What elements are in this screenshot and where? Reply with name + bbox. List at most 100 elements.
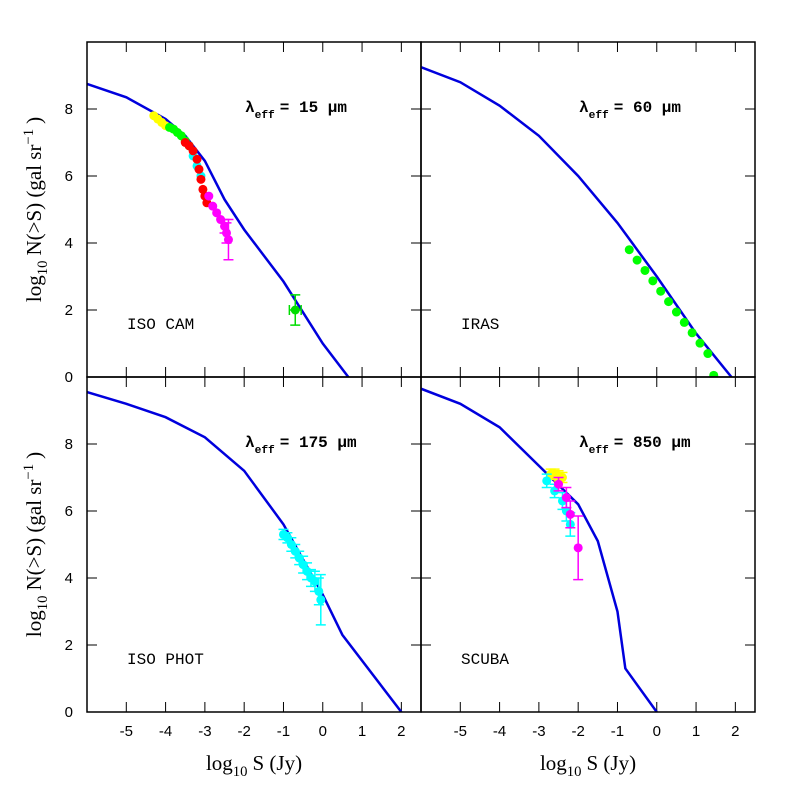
instrument-label: IRAS	[461, 316, 499, 334]
model-curve	[87, 390, 403, 712]
data-point	[316, 595, 326, 605]
wavelength-label-part: = 850 μm	[614, 434, 691, 452]
y-tick-label: 6	[65, 503, 73, 520]
data-point	[624, 245, 634, 255]
wavelength-label-part: λ	[579, 434, 589, 452]
plot-area	[87, 82, 350, 377]
x-tick-label: -3	[198, 723, 211, 740]
data-point	[632, 255, 642, 265]
wavelength-label-part: λ	[245, 99, 255, 117]
wavelength-label: λeff = 175 μm	[245, 434, 357, 457]
data-point	[204, 191, 214, 201]
data-point	[679, 317, 689, 327]
panel: λeff = 60 μm IRAS	[420, 41, 756, 378]
data-point	[223, 235, 233, 245]
x-tick-label: 1	[692, 723, 700, 740]
x-tick-label: -3	[532, 723, 545, 740]
wavelength-label-part: λ	[579, 99, 589, 117]
y-axis-label-part: N(>S) (gal sr	[22, 145, 46, 256]
panel: -5 -4 -3 -2 -1 0 1 2 0 2 4 6 8 λeff = 175 μm ISO PHOT lo…	[21, 376, 422, 780]
x-tick-label: -5	[454, 723, 467, 740]
x-tick-label: -5	[120, 723, 133, 740]
model-curve	[87, 82, 350, 377]
data-point	[542, 476, 552, 486]
y-axis-label: log10 N(>S) (gal sr−1)	[21, 452, 51, 637]
y-axis-label-part: 10	[35, 596, 51, 611]
y-tick-label: 6	[65, 168, 73, 185]
instrument-label: ISO CAM	[127, 316, 194, 334]
x-tick-label: -4	[493, 723, 506, 740]
data-point	[208, 201, 218, 211]
data-point	[709, 370, 719, 377]
y-axis-label: log10 N(>S) (gal sr−1)	[21, 117, 51, 302]
x-tick-label: -2	[572, 723, 585, 740]
data-point	[664, 297, 674, 307]
data-point	[640, 265, 650, 275]
data-point	[192, 154, 202, 164]
y-axis-label-part: )	[22, 452, 46, 459]
wavelength-label: λeff = 15 μm	[245, 99, 347, 122]
x-axis-label-part: log	[206, 751, 233, 775]
data-point	[290, 305, 300, 315]
model-curve	[421, 65, 733, 377]
panel: -5 -4 -3 -2 -1 0 1 2 λeff = 850 μm SCUBA log10 S (Jy…	[420, 376, 756, 780]
wavelength-label-part: = 60 μm	[614, 99, 682, 117]
y-tick-label: 2	[65, 637, 73, 654]
x-tick-label: 1	[358, 723, 366, 740]
y-tick-label: 8	[65, 101, 73, 118]
data-point	[573, 543, 583, 553]
instrument-label: ISO PHOT	[127, 651, 204, 669]
data-point	[703, 349, 713, 359]
data-point	[194, 164, 204, 174]
data-point	[565, 509, 575, 519]
x-tick-label: -1	[611, 723, 624, 740]
wavelength-label-part: λ	[245, 434, 255, 452]
wavelength-label: λeff = 60 μm	[579, 99, 681, 122]
x-tick-label: 2	[397, 723, 405, 740]
x-axis-label-part: log	[540, 751, 567, 775]
data-point	[648, 276, 658, 286]
data-point	[212, 208, 222, 218]
data-point	[310, 576, 320, 586]
wavelength-label-part: = 175 μm	[280, 434, 357, 452]
panel: 0 2 4 6 8 λeff = 15 μm ISO CAM log10 N(>S) (gal s…	[21, 41, 422, 386]
y-axis-label-part: )	[22, 117, 46, 124]
wavelength-label-part: eff	[589, 445, 609, 457]
x-tick-label: -2	[238, 723, 251, 740]
data-point	[656, 286, 666, 296]
x-axis-label-part: S (Jy)	[252, 751, 302, 775]
y-tick-label: 4	[65, 235, 73, 252]
x-axis-label-part: 10	[233, 764, 248, 780]
y-axis-label-part: −1	[21, 129, 37, 145]
plot-area	[421, 65, 733, 377]
model-curve	[421, 387, 658, 712]
data-point	[314, 586, 324, 596]
x-tick-label: -1	[277, 723, 290, 740]
wavelength-label-part: eff	[255, 110, 275, 122]
instrument-label: SCUBA	[461, 651, 509, 669]
data-point	[554, 479, 564, 489]
panel-frame	[420, 376, 756, 713]
x-axis-label: log10 S (Jy)	[206, 751, 302, 780]
y-tick-label: 4	[65, 570, 73, 587]
x-tick-label: 0	[653, 723, 661, 740]
y-axis-label-part: −1	[21, 464, 37, 480]
data-point	[188, 146, 198, 156]
y-tick-label: 0	[65, 369, 73, 386]
x-tick-label: 0	[319, 723, 327, 740]
y-axis-label-part: 10	[35, 261, 51, 276]
wavelength-label-part: eff	[589, 110, 609, 122]
x-tick-label: 2	[731, 723, 739, 740]
data-point	[695, 338, 705, 348]
x-axis-label-part: 10	[567, 764, 582, 780]
wavelength-label-part: eff	[255, 445, 275, 457]
y-axis-label-part: log	[22, 610, 46, 637]
plot-area	[87, 390, 403, 712]
wavelength-label-part: = 15 μm	[280, 99, 348, 117]
y-tick-label: 2	[65, 302, 73, 319]
y-tick-label: 8	[65, 436, 73, 453]
y-axis-label-part: log	[22, 275, 46, 302]
data-point	[561, 493, 571, 503]
